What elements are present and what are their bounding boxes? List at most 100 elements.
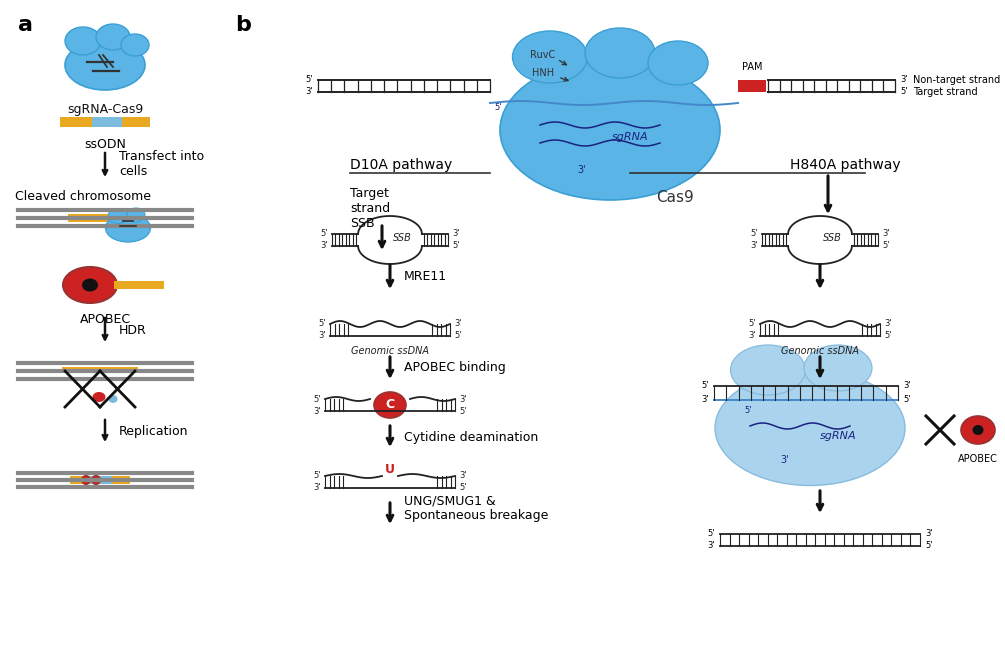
Text: HDR: HDR xyxy=(119,324,147,336)
Text: APOBEC: APOBEC xyxy=(79,313,131,326)
Text: Genomic ssDNA: Genomic ssDNA xyxy=(781,346,859,356)
Text: 5': 5' xyxy=(452,241,459,251)
Ellipse shape xyxy=(109,395,118,403)
Text: 5': 5' xyxy=(701,381,709,391)
Text: sgRNA-Cas9: sgRNA-Cas9 xyxy=(67,103,143,116)
Ellipse shape xyxy=(91,476,100,484)
Text: ssODN: ssODN xyxy=(84,138,126,151)
Text: 5': 5' xyxy=(708,529,715,539)
Ellipse shape xyxy=(715,371,904,486)
Text: 5': 5' xyxy=(884,332,891,340)
Ellipse shape xyxy=(973,425,984,435)
Ellipse shape xyxy=(585,28,655,78)
Text: Non-target strand: Non-target strand xyxy=(913,75,1000,85)
Ellipse shape xyxy=(648,41,708,85)
Ellipse shape xyxy=(513,31,588,83)
Text: 5': 5' xyxy=(459,407,466,415)
FancyBboxPatch shape xyxy=(92,117,122,127)
FancyBboxPatch shape xyxy=(112,476,130,484)
Text: 5': 5' xyxy=(745,406,752,415)
FancyBboxPatch shape xyxy=(62,367,102,373)
Text: 3': 3' xyxy=(701,395,709,405)
Text: 5': 5' xyxy=(903,395,911,405)
Text: Target
strand
SSB: Target strand SSB xyxy=(350,187,390,230)
Ellipse shape xyxy=(121,34,149,56)
FancyBboxPatch shape xyxy=(70,476,90,484)
Text: 3': 3' xyxy=(900,76,908,84)
Text: 3': 3' xyxy=(454,320,461,328)
Text: Target strand: Target strand xyxy=(913,87,978,97)
Text: PAM: PAM xyxy=(742,62,762,72)
Text: APOBEC: APOBEC xyxy=(958,454,998,464)
Ellipse shape xyxy=(108,208,128,224)
Ellipse shape xyxy=(731,345,805,395)
Text: Cas9: Cas9 xyxy=(656,190,693,204)
Text: 3': 3' xyxy=(749,332,756,340)
Text: UNG/SMUG1 &
Spontaneous breakage: UNG/SMUG1 & Spontaneous breakage xyxy=(404,494,549,522)
FancyBboxPatch shape xyxy=(114,281,164,289)
Text: 5': 5' xyxy=(319,320,326,328)
Text: 3': 3' xyxy=(459,395,466,403)
Text: C: C xyxy=(386,399,395,411)
Text: SSB: SSB xyxy=(822,233,841,243)
Text: b: b xyxy=(235,15,251,35)
Text: 3': 3' xyxy=(751,241,758,251)
Text: 3': 3' xyxy=(884,320,891,328)
Text: 3': 3' xyxy=(321,241,328,251)
Text: APOBEC binding: APOBEC binding xyxy=(404,362,506,375)
Text: Transfect into
cells: Transfect into cells xyxy=(119,150,204,178)
Ellipse shape xyxy=(65,27,100,55)
Text: 3': 3' xyxy=(903,381,911,391)
Ellipse shape xyxy=(500,60,720,200)
Text: 3': 3' xyxy=(708,541,715,551)
Ellipse shape xyxy=(81,476,90,484)
Text: 5': 5' xyxy=(900,88,908,96)
Text: 3': 3' xyxy=(314,407,321,415)
Text: 3': 3' xyxy=(319,332,326,340)
Text: 5': 5' xyxy=(306,76,313,84)
FancyBboxPatch shape xyxy=(100,367,138,373)
Text: 3': 3' xyxy=(925,529,933,539)
Text: 3': 3' xyxy=(578,165,586,175)
Text: HNH: HNH xyxy=(532,68,554,78)
Text: 3': 3' xyxy=(459,472,466,480)
Text: RuvC: RuvC xyxy=(531,50,556,60)
Text: a: a xyxy=(18,15,33,35)
Text: 3': 3' xyxy=(781,455,789,465)
Text: 5': 5' xyxy=(882,241,889,251)
Text: 5': 5' xyxy=(454,332,461,340)
Ellipse shape xyxy=(82,279,98,291)
Ellipse shape xyxy=(961,416,995,444)
Text: 5': 5' xyxy=(321,230,328,239)
Text: Replication: Replication xyxy=(119,425,189,438)
Text: 5': 5' xyxy=(314,395,321,403)
Text: Genomic ssDNA: Genomic ssDNA xyxy=(351,346,429,356)
Text: 5': 5' xyxy=(925,541,933,551)
Text: 3': 3' xyxy=(314,484,321,492)
Ellipse shape xyxy=(96,24,130,50)
Ellipse shape xyxy=(127,208,145,222)
Text: 3': 3' xyxy=(306,88,313,96)
Text: 5': 5' xyxy=(749,320,756,328)
Ellipse shape xyxy=(374,392,406,418)
Text: Cytidine deamination: Cytidine deamination xyxy=(404,431,539,444)
FancyBboxPatch shape xyxy=(68,214,123,222)
Text: 3': 3' xyxy=(882,230,889,239)
FancyBboxPatch shape xyxy=(738,80,766,92)
Ellipse shape xyxy=(63,267,117,303)
Text: 5': 5' xyxy=(494,103,502,111)
Text: sgRNA: sgRNA xyxy=(820,431,856,441)
Ellipse shape xyxy=(92,392,106,402)
Text: 5': 5' xyxy=(751,230,758,239)
Text: 3': 3' xyxy=(452,230,459,239)
Text: MRE11: MRE11 xyxy=(404,271,447,283)
Text: U: U xyxy=(385,463,395,476)
Text: 5': 5' xyxy=(459,484,466,492)
Text: D10A pathway: D10A pathway xyxy=(350,158,452,172)
Ellipse shape xyxy=(804,345,872,391)
Ellipse shape xyxy=(106,214,151,242)
Ellipse shape xyxy=(65,40,145,90)
Text: H840A pathway: H840A pathway xyxy=(790,158,900,172)
Text: 5': 5' xyxy=(314,472,321,480)
Text: Cleaved chromosome: Cleaved chromosome xyxy=(15,190,151,204)
